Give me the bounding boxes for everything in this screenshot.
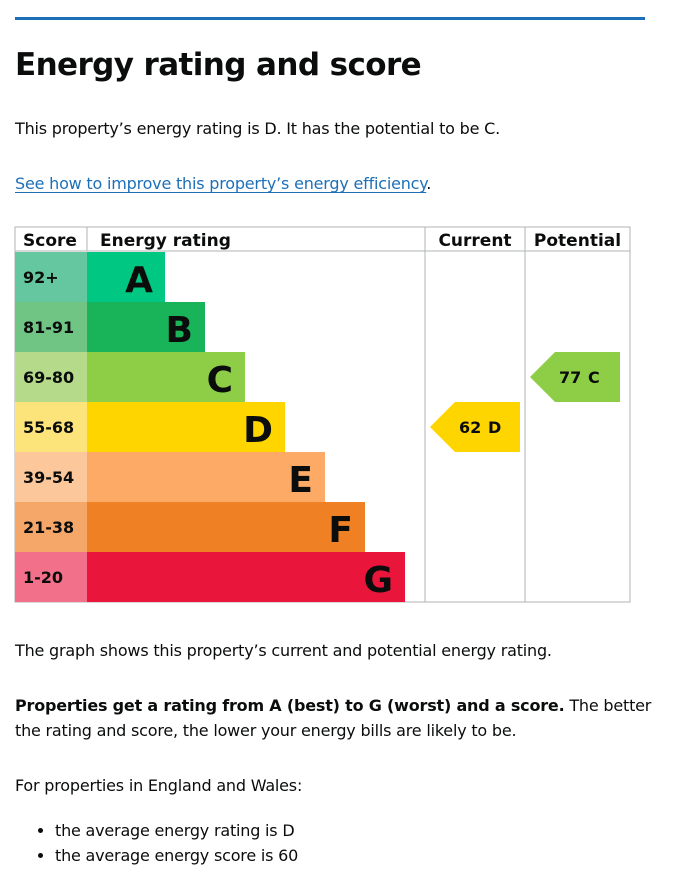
header-potential: Potential xyxy=(534,231,621,251)
top-divider xyxy=(15,17,645,20)
score-range-a: 92+ xyxy=(23,268,59,287)
rating-bar-d xyxy=(87,402,285,452)
averages-list: the average energy rating is D the avera… xyxy=(15,818,298,868)
score-range-d: 55-68 xyxy=(23,418,74,437)
current-rating-letter: D xyxy=(488,418,501,437)
rating-letter-b: B xyxy=(166,310,193,351)
rating-letter-g: G xyxy=(363,560,393,601)
score-cell-f xyxy=(15,502,87,552)
rating-letter-d: D xyxy=(243,410,273,451)
potential-rating-score: 77 xyxy=(559,368,581,387)
energy-rating-chart: Score Energy rating Current Potential 92+ A 81… xyxy=(14,226,631,603)
score-range-e: 39-54 xyxy=(23,468,74,487)
rating-letter-f: F xyxy=(328,510,353,551)
header-energy-rating: Energy rating xyxy=(100,231,231,251)
list-item: the average energy rating is D xyxy=(55,818,298,843)
header-score: Score xyxy=(23,231,77,251)
current-rating-score: 62 xyxy=(459,418,481,437)
score-cell-d xyxy=(15,402,87,452)
graph-note: The graph shows this property’s current … xyxy=(15,641,552,660)
score-range-f: 21-38 xyxy=(23,518,74,537)
score-cell-g xyxy=(15,552,87,602)
rating-bar-b xyxy=(87,302,205,352)
region-intro: For properties in England and Wales: xyxy=(15,776,303,795)
potential-rating-marker xyxy=(530,352,620,402)
rating-letter-c: C xyxy=(207,360,233,401)
rating-info-rest: The better the rating and score, the low… xyxy=(15,696,652,740)
score-cell-c xyxy=(15,352,87,402)
potential-rating-letter: C xyxy=(588,368,600,387)
score-cell-b xyxy=(15,302,87,352)
rating-info: Properties get a rating from A (best) to… xyxy=(15,693,655,743)
rating-bar-f xyxy=(87,502,365,552)
score-cell-a xyxy=(15,252,87,302)
improve-paragraph: See how to improve this property’s energ… xyxy=(15,171,431,196)
rating-letter-a: A xyxy=(125,260,153,301)
rating-info-bold: Properties get a rating from A (best) to… xyxy=(15,696,565,715)
score-range-g: 1-20 xyxy=(23,568,63,587)
rating-bar-g xyxy=(87,552,405,602)
page-title: Energy rating and score xyxy=(15,47,422,83)
score-range-c: 69-80 xyxy=(23,368,74,387)
score-cell-e xyxy=(15,452,87,502)
current-rating-marker xyxy=(430,402,520,452)
rating-bar-c xyxy=(87,352,245,402)
rating-bar-e xyxy=(87,452,325,502)
link-suffix: . xyxy=(426,174,432,193)
rating-bar-a xyxy=(87,252,165,302)
rating-summary: This property’s energy rating is D. It h… xyxy=(15,119,501,138)
score-range-b: 81-91 xyxy=(23,318,74,337)
rating-letter-e: E xyxy=(288,460,313,501)
list-item: the average energy score is 60 xyxy=(55,843,298,868)
improve-efficiency-link[interactable]: See how to improve this property’s energ… xyxy=(15,174,427,193)
header-current: Current xyxy=(438,231,511,251)
